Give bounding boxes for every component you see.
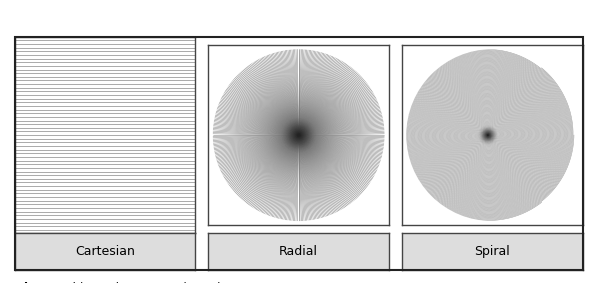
Polygon shape [484,131,493,140]
Text: Figure 1.: Figure 1. [15,282,74,283]
Polygon shape [481,128,494,142]
Polygon shape [483,130,493,140]
Polygon shape [486,133,490,137]
Polygon shape [294,130,304,140]
Polygon shape [292,129,305,141]
Text: Radial: Radial [279,245,318,258]
Polygon shape [487,134,490,137]
Text: Spiral: Spiral [474,245,510,258]
Polygon shape [484,131,491,139]
Polygon shape [487,134,488,136]
Text: Cartesian: Cartesian [75,245,135,258]
Polygon shape [291,127,307,143]
Polygon shape [292,128,305,142]
Polygon shape [297,133,301,137]
Polygon shape [482,129,494,141]
Polygon shape [485,132,491,138]
Polygon shape [298,134,300,136]
Polygon shape [295,132,302,138]
Polygon shape [295,131,303,139]
Text: Arbitrary k-space Trajectories.: Arbitrary k-space Trajectories. [55,282,237,283]
